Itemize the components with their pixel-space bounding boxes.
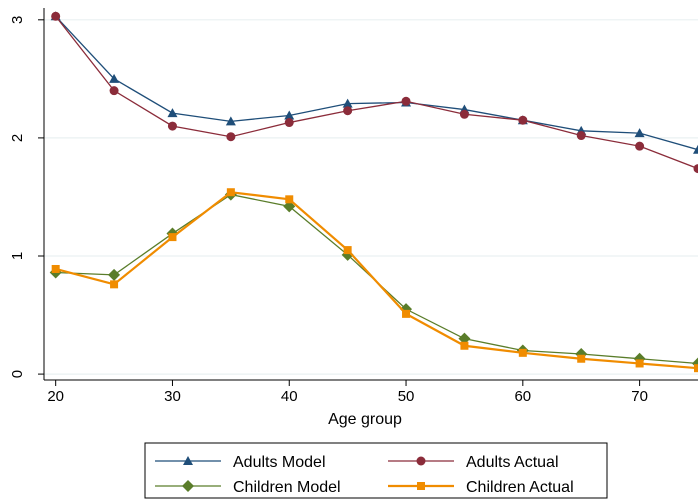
point-children-actual-45 bbox=[343, 246, 352, 255]
point-children-model-40 bbox=[283, 200, 296, 213]
series-line-adults-actual bbox=[55, 15, 698, 170]
point-children-actual-50 bbox=[402, 309, 411, 318]
point-adults-model-30 bbox=[167, 108, 178, 118]
legend-box bbox=[144, 442, 608, 499]
point-children-actual-55 bbox=[460, 341, 469, 350]
legend-marker-adults-actual bbox=[416, 456, 426, 466]
series-adults-actual bbox=[51, 11, 698, 174]
legend-item-adults-actual: Adults Actual bbox=[388, 454, 559, 471]
point-children-actual-30 bbox=[168, 233, 177, 242]
point-children-actual-65 bbox=[577, 354, 586, 363]
legend-marker-children-actual bbox=[417, 482, 425, 490]
point-adults-actual-55 bbox=[459, 109, 469, 119]
legend-label-adults-actual: Adults Actual bbox=[466, 454, 559, 471]
point-adults-actual-70 bbox=[635, 141, 645, 151]
x-tick-label-20: 20 bbox=[47, 388, 64, 405]
y-tick-label-2: 2 bbox=[9, 134, 26, 142]
point-children-actual-20 bbox=[51, 264, 60, 273]
legend-label-adults-model: Adults Model bbox=[233, 454, 326, 471]
legend-marker-adults-model bbox=[183, 456, 193, 465]
point-adults-actual-40 bbox=[284, 118, 294, 128]
legend-label-children-model: Children Model bbox=[233, 479, 341, 496]
point-adults-model-75 bbox=[693, 144, 698, 154]
axes: 0 1 2 3 20 30 40 50 60 70 bbox=[9, 8, 698, 405]
x-tick-label-70: 70 bbox=[631, 388, 648, 405]
point-adults-actual-30 bbox=[167, 121, 177, 131]
series-line-children-actual bbox=[55, 191, 698, 370]
x-tick-label-40: 40 bbox=[281, 388, 298, 405]
point-adults-model-70 bbox=[634, 128, 645, 138]
point-children-model-55 bbox=[458, 332, 471, 345]
point-children-actual-60 bbox=[518, 348, 527, 357]
legend-item-children-model: Children Model bbox=[155, 479, 341, 496]
x-axis-title: Age group bbox=[328, 411, 402, 428]
series-line-adults-model bbox=[55, 15, 698, 151]
legend: Adults Model Adults Actual Children Model C… bbox=[144, 442, 608, 499]
legend-label-children-actual: Children Actual bbox=[466, 479, 574, 496]
point-children-model-25 bbox=[108, 268, 121, 281]
y-tick-label-3: 3 bbox=[9, 16, 26, 24]
point-adults-model-40 bbox=[284, 110, 295, 120]
point-adults-model-45 bbox=[342, 98, 353, 108]
y-tick-label-0: 0 bbox=[9, 370, 26, 378]
legend-marker-children-model bbox=[182, 480, 194, 492]
y-tick-label-1: 1 bbox=[9, 252, 26, 260]
series-line-children-model bbox=[55, 193, 698, 365]
x-tick-label-30: 30 bbox=[164, 388, 181, 405]
point-adults-actual-75 bbox=[693, 164, 698, 174]
point-children-actual-40 bbox=[285, 195, 294, 204]
point-adults-model-35 bbox=[225, 116, 236, 126]
point-adults-actual-60 bbox=[518, 115, 528, 125]
series-group bbox=[49, 11, 698, 373]
legend-item-children-actual: Children Actual bbox=[388, 479, 574, 496]
point-children-actual-35 bbox=[226, 188, 235, 197]
point-adults-actual-25 bbox=[109, 86, 119, 96]
point-adults-actual-45 bbox=[343, 106, 353, 116]
point-adults-actual-35 bbox=[226, 132, 236, 142]
series-adults-model bbox=[50, 11, 698, 154]
series-children-actual bbox=[51, 188, 698, 373]
point-children-actual-25 bbox=[110, 280, 119, 289]
point-adults-actual-20 bbox=[51, 11, 61, 21]
point-children-actual-75 bbox=[694, 364, 698, 373]
point-adults-actual-65 bbox=[576, 131, 586, 141]
x-tick-label-50: 50 bbox=[398, 388, 415, 405]
point-adults-actual-50 bbox=[401, 96, 411, 106]
legend-item-adults-model: Adults Model bbox=[155, 454, 326, 471]
gridlines bbox=[44, 19, 698, 375]
point-adults-model-25 bbox=[109, 73, 120, 83]
x-tick-label-60: 60 bbox=[514, 388, 531, 405]
point-children-actual-70 bbox=[635, 359, 644, 368]
